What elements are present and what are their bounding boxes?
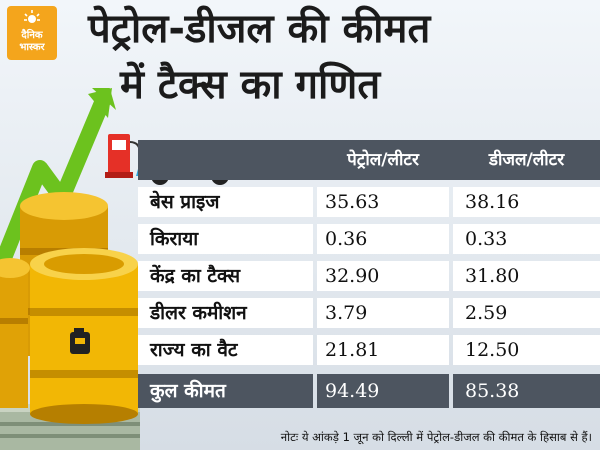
row-label: राज्य का वैट [138, 335, 313, 365]
brand-name-line1: दैनिक [21, 30, 43, 41]
diesel-value: 31.80 [453, 261, 600, 291]
oil-barrel-icon [0, 258, 30, 408]
row-label: बेस प्राइज [138, 187, 313, 217]
column-header-petrol: पेट्रोल/लीटर [347, 150, 419, 170]
diesel-value: 12.50 [453, 335, 600, 365]
brand-name-line2: भास्कर [19, 42, 45, 53]
table-row: किराया 0.36 0.33 [138, 224, 600, 256]
petrol-total: 94.49 [317, 374, 449, 408]
row-label: केंद्र का टैक्स [138, 261, 313, 291]
page-title-line2: में टैक्स का गणित [120, 62, 381, 108]
column-header-diesel: डीजल/लीटर [488, 150, 565, 170]
footnote: नोटः ये आंकड़े 1 जून को दिल्ली में पेट्र… [280, 430, 592, 444]
petrol-value: 0.36 [317, 224, 449, 254]
row-label: किराया [138, 224, 313, 254]
petrol-value: 3.79 [317, 298, 449, 328]
petrol-value: 32.90 [317, 261, 449, 291]
page-title-line1: पेट्रोल-डीजल की कीमत [88, 6, 431, 52]
diesel-value: 38.16 [453, 187, 600, 217]
brand-logo: दैनिक भास्कर [7, 6, 57, 60]
sun-icon [24, 10, 40, 23]
row-label: डीलर कमीशन [138, 298, 313, 328]
diesel-total: 85.38 [453, 374, 600, 408]
petrol-value: 21.81 [317, 335, 449, 365]
petrol-value: 35.63 [317, 187, 449, 217]
table-row: बेस प्राइज 35.63 38.16 [138, 187, 600, 219]
table-header [138, 140, 600, 180]
table-row: राज्य का वैट 21.81 12.50 [138, 335, 600, 367]
fuel-pump-icon [105, 134, 141, 178]
total-row: कुल कीमत 94.49 85.38 [138, 374, 600, 408]
total-label: कुल कीमत [138, 374, 313, 408]
table-row: डीलर कमीशन 3.79 2.59 [138, 298, 600, 330]
oil-barrel-icon [30, 248, 138, 424]
table-row: केंद्र का टैक्स 32.90 31.80 [138, 261, 600, 293]
diesel-value: 0.33 [453, 224, 600, 254]
diesel-value: 2.59 [453, 298, 600, 328]
